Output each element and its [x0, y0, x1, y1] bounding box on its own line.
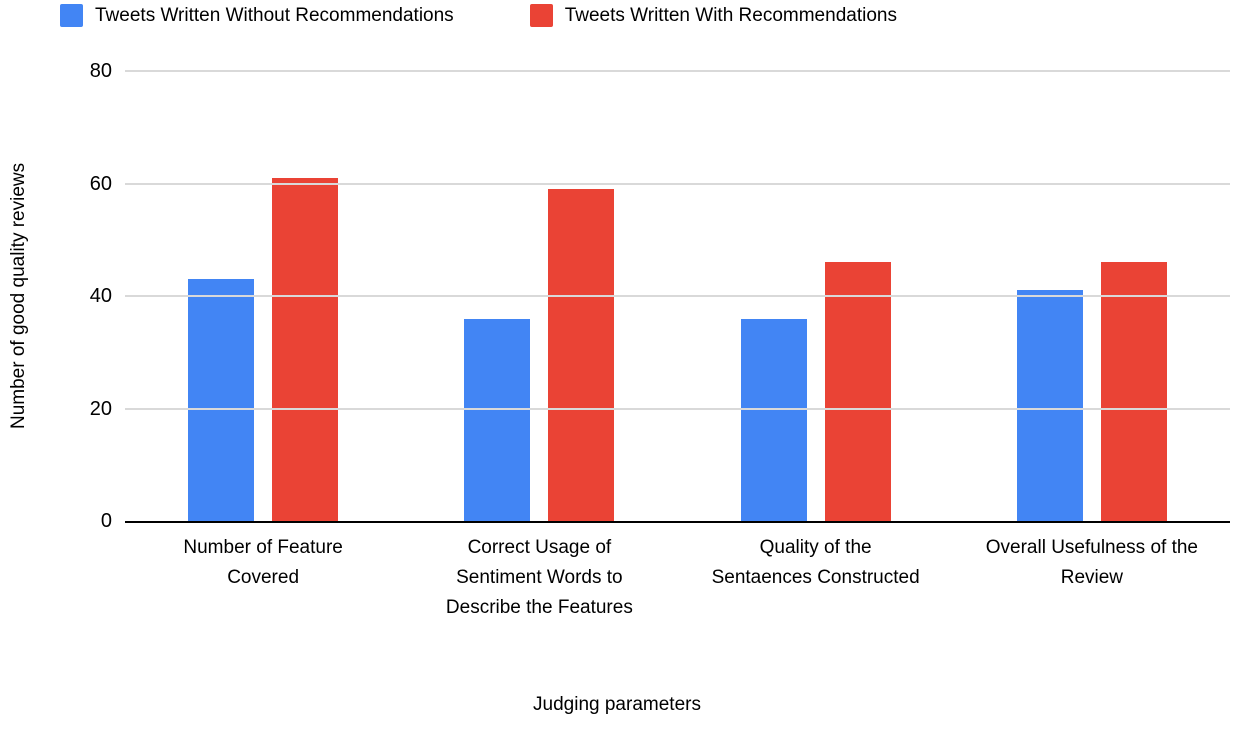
- bar-group: [125, 71, 401, 521]
- bar-with-recommendations: [272, 177, 339, 521]
- legend-item-without-recommendations: Tweets Written Without Recommendations: [60, 4, 454, 27]
- y-tick-label: 60: [89, 172, 112, 195]
- bar-group: [954, 71, 1230, 521]
- legend-item-with-recommendations: Tweets Written With Recommendations: [529, 4, 897, 27]
- bar-without-recommendations: [464, 318, 531, 521]
- x-category-label: Quality of the Sentaences Constructed: [711, 537, 920, 588]
- bars-row: [125, 71, 1230, 521]
- gridline: [125, 182, 1230, 185]
- y-axis-ticks: 0 20 40 60 80: [0, 60, 112, 532]
- bar-without-recommendations: [1016, 290, 1083, 521]
- y-tick-label: 20: [89, 397, 112, 420]
- legend-swatch-blue: [60, 4, 83, 27]
- legend-label-without-recommendations: Tweets Written Without Recommendations: [95, 4, 454, 26]
- y-tick-label: 0: [100, 510, 112, 532]
- plot-area: [125, 70, 1230, 523]
- bar-with-recommendations: [548, 189, 615, 521]
- bar-with-recommendations: [824, 262, 891, 521]
- bar-group: [401, 71, 677, 521]
- gridline: [125, 70, 1230, 72]
- y-tick-label: 40: [89, 285, 112, 307]
- x-category-label: Correct Usage of Sentiment Words to Desc…: [445, 537, 633, 618]
- gridline: [125, 295, 1230, 297]
- bar-without-recommendations: [188, 279, 255, 521]
- legend-label-with-recommendations: Tweets Written With Recommendations: [564, 4, 897, 26]
- x-axis-title: Judging parameters: [533, 694, 701, 715]
- bar-with-recommendations: [1100, 262, 1167, 521]
- chart-legend: Tweets Written Without Recommendations T…: [60, 4, 897, 27]
- gridline: [125, 407, 1230, 410]
- x-category-label: Number of Feature Covered: [183, 537, 343, 588]
- legend-swatch-red: [529, 4, 553, 27]
- bar-without-recommendations: [740, 318, 807, 521]
- y-tick-label: 80: [89, 60, 112, 82]
- bar-group: [678, 71, 954, 521]
- x-axis-category-labels: Number of Feature Covered Correct Usage o…: [125, 533, 1230, 623]
- x-category-label: Overall Usefulness of the Review: [985, 537, 1198, 588]
